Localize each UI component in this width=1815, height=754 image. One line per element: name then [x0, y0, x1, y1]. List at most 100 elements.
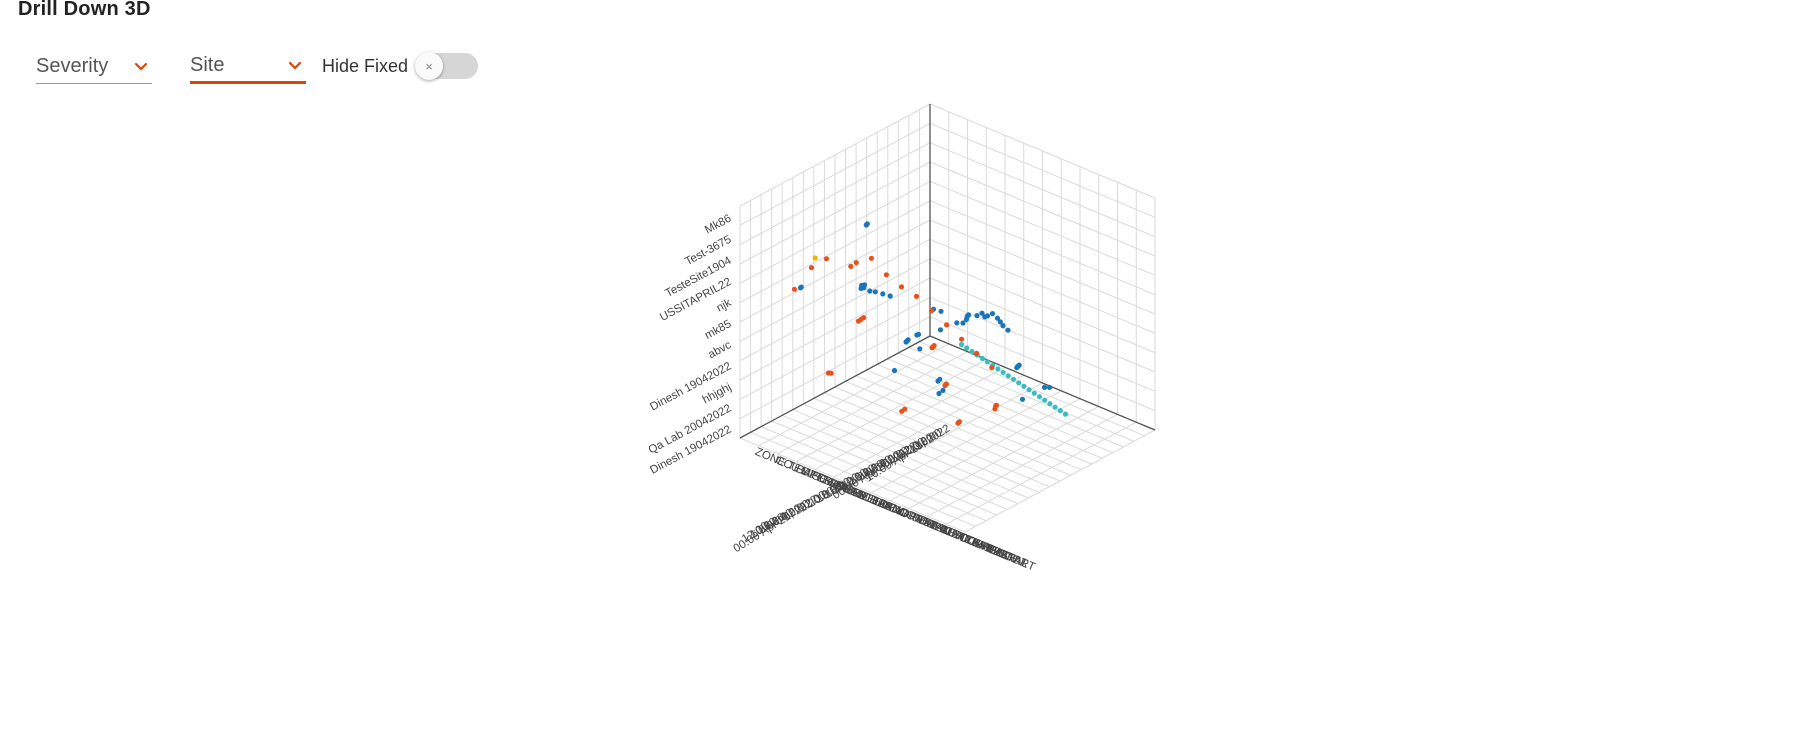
chevron-down-icon [288, 61, 302, 70]
data-point-teal [979, 355, 985, 361]
data-point-orange [974, 350, 980, 356]
data-point-orange [853, 260, 859, 266]
wall-gridline [739, 238, 931, 342]
data-point-orange [959, 336, 965, 342]
wall-gridline [739, 122, 931, 226]
data-point-teal [1062, 411, 1069, 417]
wall-gridline [739, 277, 931, 381]
data-point-blue [1019, 396, 1026, 402]
data-point-orange [913, 293, 920, 299]
site-tick-label: abvc [706, 339, 733, 361]
wall-gridline [739, 258, 931, 362]
data-point-blue [1000, 323, 1006, 329]
wall-gridline [929, 122, 1156, 218]
data-point-teal [1000, 369, 1006, 375]
data-point-blue [917, 346, 923, 352]
data-point-blue [798, 284, 804, 290]
close-icon: × [425, 58, 433, 74]
data-point-blue [997, 319, 1003, 325]
alert-tick-label: ZONE TEMPERATURE DEAD [753, 446, 902, 517]
data-point-teal [1052, 404, 1058, 410]
data-point-blue [960, 320, 966, 326]
axis-line-time [739, 335, 931, 439]
data-point-orange [956, 419, 963, 425]
data-point-blue [1005, 327, 1011, 333]
wall-gridline [929, 200, 1156, 296]
floor-gridline [887, 358, 1113, 454]
data-point-teal [1010, 376, 1017, 382]
data-point-orange [828, 370, 834, 376]
data-point-orange [848, 263, 854, 269]
data-point-blue [867, 288, 873, 294]
floor-gridline [782, 414, 1008, 510]
data-point-blue [1046, 384, 1053, 390]
data-point-orange [823, 256, 830, 262]
data-point-blue [979, 310, 985, 316]
wall-gridline [929, 258, 1156, 354]
site-tick-label: njk [715, 297, 734, 315]
site-tick-label: mk85 [703, 318, 733, 342]
wall-gridline [929, 161, 1156, 257]
site-select[interactable]: Site [190, 50, 306, 84]
site-select-label: Site [190, 54, 225, 76]
wall-gridline [929, 277, 1156, 373]
floor-gridline [866, 369, 1092, 465]
wall-gridline [739, 103, 931, 207]
axis-line-alert [929, 335, 1156, 431]
data-point-teal [1031, 390, 1037, 396]
data-point-blue [914, 332, 920, 338]
data-point-blue [1016, 362, 1022, 368]
wall-gridline [929, 180, 1156, 276]
wall-gridline [739, 296, 931, 400]
severity-select-label: Severity [36, 55, 109, 77]
data-point-orange [902, 406, 908, 412]
wall-gridline [929, 238, 1156, 334]
data-point-orange [898, 284, 905, 290]
data-point-teal [1042, 397, 1048, 403]
data-point-blue [880, 291, 886, 297]
data-point-orange [868, 255, 875, 261]
data-point-orange [861, 315, 867, 321]
data-point-teal [964, 345, 970, 351]
data-point-blue [966, 312, 972, 318]
floor-gridline [845, 380, 1071, 476]
data-point-orange [944, 322, 950, 328]
data-point-blue [864, 221, 870, 227]
data-point-teal [969, 348, 975, 355]
data-point-blue [989, 311, 996, 317]
floor-gridline [803, 403, 1029, 499]
wall-gridline [739, 219, 931, 323]
data-point-blue [905, 337, 911, 343]
data-point-teal [1047, 401, 1053, 407]
data-point-yellow [812, 255, 818, 261]
data-point-orange [993, 402, 1000, 408]
data-point-orange [791, 286, 798, 292]
hide-fixed-toggle[interactable]: × [415, 52, 479, 80]
floor-gridline [813, 397, 1040, 493]
wall-gridline [929, 219, 1156, 315]
floor-gridline [760, 426, 987, 522]
data-point-blue [938, 308, 944, 314]
floor-gridline [908, 346, 1135, 442]
data-point-teal [984, 359, 991, 365]
floor-gridline [792, 409, 1018, 505]
wall-gridline [739, 180, 931, 284]
wall-gridline [929, 316, 1156, 412]
wall-gridline [739, 316, 931, 420]
data-point-blue [936, 390, 942, 397]
data-point-teal [1036, 394, 1043, 400]
data-point-orange [808, 265, 815, 271]
toggle-knob[interactable]: × [415, 52, 444, 80]
floor-gridline [919, 341, 1145, 437]
data-point-teal [995, 366, 1001, 372]
data-point-teal [1016, 380, 1022, 386]
data-point-blue [954, 320, 960, 326]
data-point-orange [989, 365, 995, 371]
floor-gridline [855, 375, 1082, 471]
hide-fixed-label: Hide Fixed [322, 55, 409, 76]
severity-select[interactable]: Severity [36, 50, 152, 84]
data-point-orange [883, 272, 890, 278]
data-point-teal [1005, 373, 1011, 379]
wall-gridline [929, 103, 1156, 199]
